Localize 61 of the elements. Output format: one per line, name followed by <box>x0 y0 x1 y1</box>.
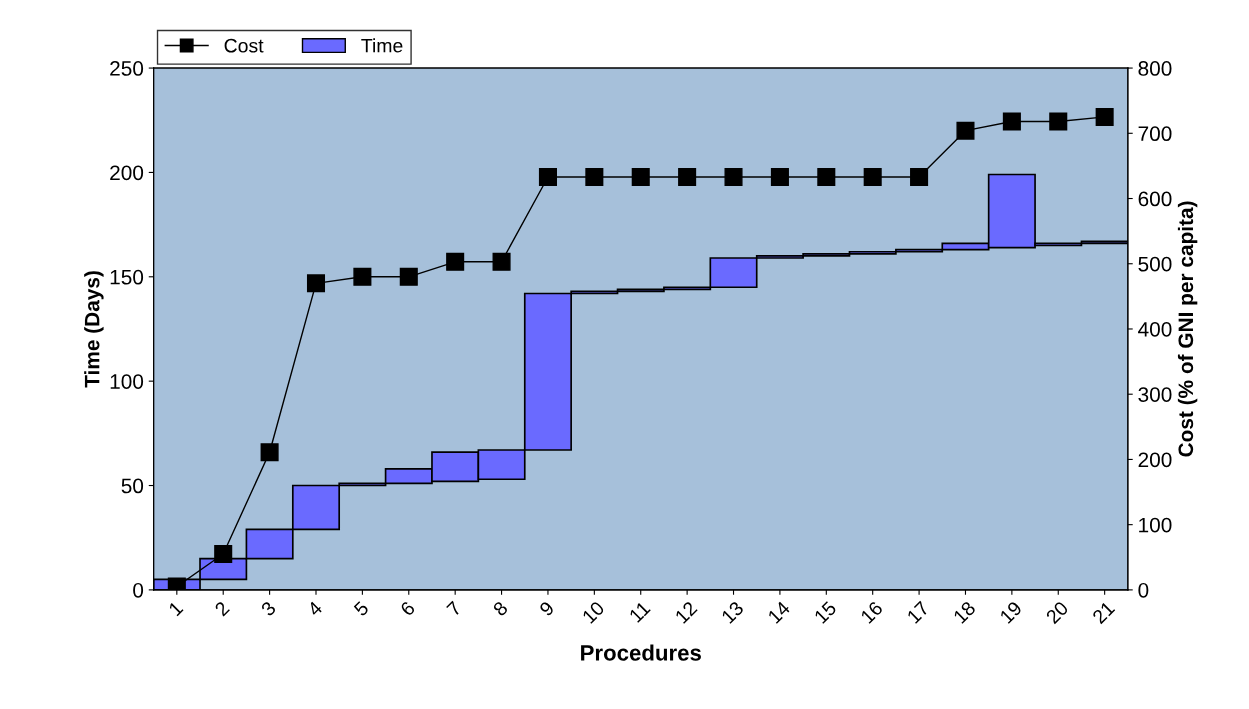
point <box>770 167 789 187</box>
y-axis-title: Time (Days) <box>84 271 104 388</box>
point <box>306 274 326 293</box>
x-tick-label: 8 <box>492 600 509 617</box>
point <box>1049 112 1068 131</box>
x-tick-label: 14 <box>767 600 791 624</box>
x-tick-label: 17 <box>906 600 930 624</box>
x-tick-label: 19 <box>999 600 1023 624</box>
x-axis-title: Procedures <box>581 644 701 661</box>
legend-label: Time <box>361 38 403 53</box>
legend-label: Cost <box>224 38 264 53</box>
point <box>631 167 650 187</box>
x-tick-label: 1 <box>168 600 184 617</box>
y-tick-label: 250 <box>110 61 144 76</box>
x-tick-label: 21 <box>1091 600 1116 625</box>
y-tick-label: 150 <box>110 269 144 285</box>
y2-tick-label: 800 <box>1138 61 1172 76</box>
point <box>678 167 697 187</box>
x-tick-label: 13 <box>720 600 745 624</box>
x-tick-label: 15 <box>813 600 838 624</box>
point <box>910 167 929 187</box>
point <box>492 252 511 271</box>
y2-tick-label: 400 <box>1138 321 1172 337</box>
x-tick-label: 18 <box>952 600 977 624</box>
x-tick-label: 16 <box>860 600 884 624</box>
x-tick-label: 4 <box>306 600 323 617</box>
x-tick-label: 20 <box>1045 600 1070 625</box>
point <box>863 167 882 187</box>
y2-tick-label: 600 <box>1138 191 1172 207</box>
x-tick-label: 2 <box>214 600 230 617</box>
x-tick-label: 3 <box>260 600 277 617</box>
y2-tick-label: 100 <box>1139 517 1172 533</box>
y2-tick-label: 0 <box>1138 582 1149 598</box>
y2-tick-label: 700 <box>1138 126 1172 142</box>
point <box>1002 112 1021 131</box>
point <box>817 167 836 187</box>
point <box>446 252 465 271</box>
point <box>260 443 279 462</box>
y2-tick-label: 300 <box>1138 387 1172 402</box>
y2-axis-title: Cost (% of GNI per capita) <box>1177 201 1198 457</box>
point <box>399 267 418 286</box>
point <box>585 167 604 187</box>
x-tick-label: 9 <box>538 600 555 617</box>
y2-tick-label: 500 <box>1138 256 1172 272</box>
y-tick-label: 50 <box>121 478 144 494</box>
y-tick-label: 100 <box>110 374 144 389</box>
x-tick-label: 6 <box>399 600 416 617</box>
x-tick-label: 11 <box>628 600 651 623</box>
y2-tick-label: 200 <box>1138 452 1172 468</box>
x-tick-label: 12 <box>674 600 698 624</box>
point <box>353 267 372 286</box>
point <box>1095 107 1114 127</box>
y-tick-label: 200 <box>110 165 144 181</box>
x-tick-label: 5 <box>353 600 370 617</box>
point <box>724 167 743 187</box>
x-tick-label: 7 <box>446 600 462 617</box>
y-tick-label: 0 <box>133 582 144 598</box>
point <box>956 121 975 140</box>
x-tick-label: 10 <box>581 600 606 624</box>
point <box>538 167 557 187</box>
point <box>214 544 233 564</box>
